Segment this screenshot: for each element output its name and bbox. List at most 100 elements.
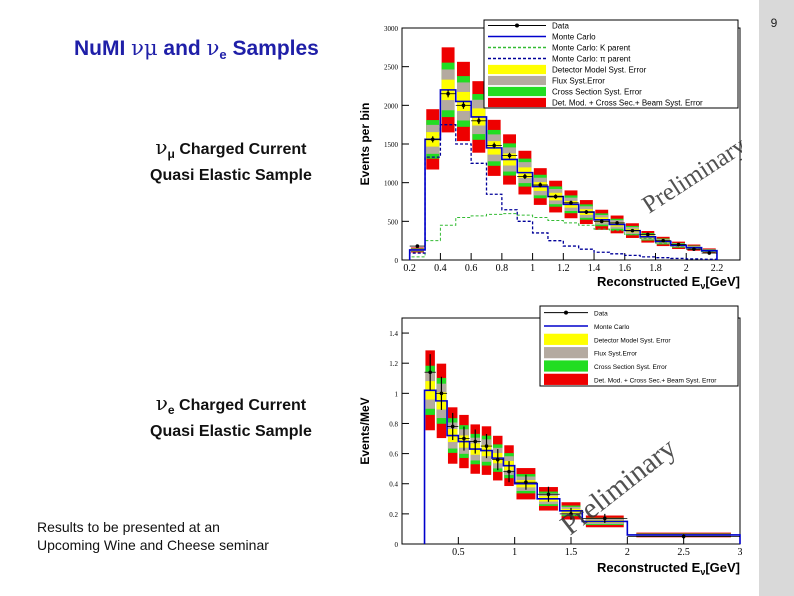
legend-swatch-marker	[515, 23, 519, 28]
data-point	[692, 247, 696, 251]
numu-line-1: Charged Current	[174, 141, 307, 158]
nue-chart: 0 0.2 0.4 0.6 0.8 1 1.2 1.4 0.5 1 1.5 2 2.5 3 Events/M…	[358, 305, 743, 577]
y-tick-label: 1000	[384, 180, 399, 188]
title-post: Samples	[226, 37, 319, 60]
x-axis-label: Reconstructed Eν[GeV]	[597, 560, 740, 577]
legend-entry: Monte Carlo: K parent	[552, 44, 631, 53]
y-tick-label: 0.6	[389, 451, 398, 459]
data-point	[603, 516, 607, 521]
data-point	[484, 444, 489, 448]
data-point	[569, 200, 573, 205]
y-tick-label: 0.4	[389, 481, 398, 489]
legend-swatch	[488, 75, 546, 86]
legend-swatch	[488, 97, 546, 108]
x-tick-label: 1.6	[619, 263, 632, 274]
data-point	[546, 492, 551, 497]
x-tick-label: 1.8	[649, 263, 662, 274]
x-tick-label: 1	[512, 547, 517, 558]
pi-parent-histogram	[409, 124, 718, 260]
data-point	[450, 424, 455, 429]
x-tick-label: 2	[684, 263, 689, 274]
nue-sample-label: νe Charged Current Quasi Elastic Sample	[150, 392, 312, 443]
data-point	[630, 228, 635, 233]
title-e-subscript: e	[219, 47, 227, 62]
data-point	[707, 251, 712, 255]
data-point	[430, 137, 435, 142]
title-pre: NuMI	[74, 37, 132, 60]
data-point	[507, 469, 511, 474]
legend-entry: Flux Syst.Error	[552, 77, 605, 86]
monte-carlo-histogram	[408, 89, 718, 260]
x-tick-label: 2.5	[677, 547, 690, 558]
y-tick-label: 0	[395, 257, 399, 265]
y-tick-label: 1.2	[389, 360, 398, 368]
y-tick-label: 0.8	[389, 420, 398, 428]
y-tick-label: 500	[388, 218, 399, 226]
y-tick-label: 0.2	[389, 511, 398, 519]
nue-nu-symbol: ν	[155, 391, 168, 415]
data-point	[415, 244, 420, 248]
data-point	[599, 219, 604, 224]
x-tick-label: 1.2	[557, 263, 570, 274]
data-point	[661, 238, 665, 243]
data-point	[473, 439, 478, 444]
data-point	[439, 391, 444, 396]
note-line-1: Results to be presented at an	[37, 519, 220, 535]
y-axis-label: Events per bin	[358, 103, 372, 186]
y-axis-label: Events/MeV	[358, 397, 372, 464]
legend-entry: Data	[594, 311, 608, 318]
x-tick-label: 3	[738, 547, 743, 558]
data-point	[523, 174, 527, 179]
nue-line-2: Quasi Elastic Sample	[150, 423, 312, 440]
note-line-2: Upcoming Wine and Cheese seminar	[37, 537, 269, 553]
data-point	[681, 534, 686, 539]
x-tick-label: 0.8	[496, 263, 509, 274]
nue-e-subscript: e	[167, 403, 175, 417]
legend-entry: Detector Model Syst. Error	[552, 66, 647, 75]
legend-entry: Data	[552, 22, 569, 31]
legend-entry: Monte Carlo: π parent	[552, 55, 631, 64]
page-number: 9	[770, 16, 778, 30]
legend-swatch	[488, 86, 546, 97]
title-nu-2: ν	[206, 36, 220, 60]
y-tick-label: 2000	[384, 102, 399, 110]
x-tick-label: 0.6	[465, 263, 478, 274]
legend-entry: Cross Section Syst. Error	[594, 364, 668, 371]
legend-swatch	[544, 360, 588, 372]
data-point	[538, 183, 543, 187]
legend-entry: Detector Model Syst. Error	[594, 337, 671, 344]
y-tick-label: 1.4	[389, 330, 398, 338]
x-tick-label: 1.5	[565, 547, 578, 558]
x-tick-label: 0.5	[452, 547, 465, 558]
numu-chart: 0 500 1000 1500 2000 2500 3000 0.2 0.4 0.6 0.8 1 1.2…	[358, 19, 752, 291]
y-tick-label: 3000	[384, 25, 399, 33]
data-point	[646, 232, 650, 237]
y-tick-label: 1	[395, 390, 399, 398]
legend-entry: Det. Mod. + Cross Sec.+ Beam Syst. Error	[594, 377, 717, 384]
legend-swatch	[544, 347, 588, 359]
title-and: and	[157, 37, 207, 60]
data-point	[615, 221, 619, 225]
data-point	[524, 480, 528, 485]
y-tick-label: 1500	[384, 141, 399, 149]
legend-entry: Monte Carlo	[552, 33, 596, 42]
seminar-note: Results to be presented at an Upcoming W…	[37, 518, 269, 554]
x-tick-label: 0.2	[403, 263, 416, 274]
numu-nu-symbol: ν	[155, 135, 168, 159]
x-tick-label: 1.4	[588, 263, 601, 274]
legend-entry: Flux Syst.Error	[594, 351, 638, 358]
x-tick-label: 1	[530, 263, 535, 274]
y-tick-label: 2500	[384, 64, 399, 72]
data-point	[446, 91, 450, 96]
legend-entry: Cross Section Syst. Error	[552, 88, 642, 97]
slide-title: NuMI νμ and νe Samples	[74, 36, 319, 62]
data-point	[569, 512, 573, 516]
nue-line-1: Charged Current	[174, 397, 307, 414]
x-tick-label: 0.4	[434, 263, 447, 274]
data-point	[428, 370, 432, 375]
numu-sample-label: νμ Charged Current Quasi Elastic Sample	[150, 136, 312, 187]
numu-mu-subscript: μ	[167, 147, 175, 161]
title-mu: μ	[143, 36, 158, 60]
title-nu-1: ν	[131, 36, 144, 60]
legend-swatch	[544, 333, 588, 345]
